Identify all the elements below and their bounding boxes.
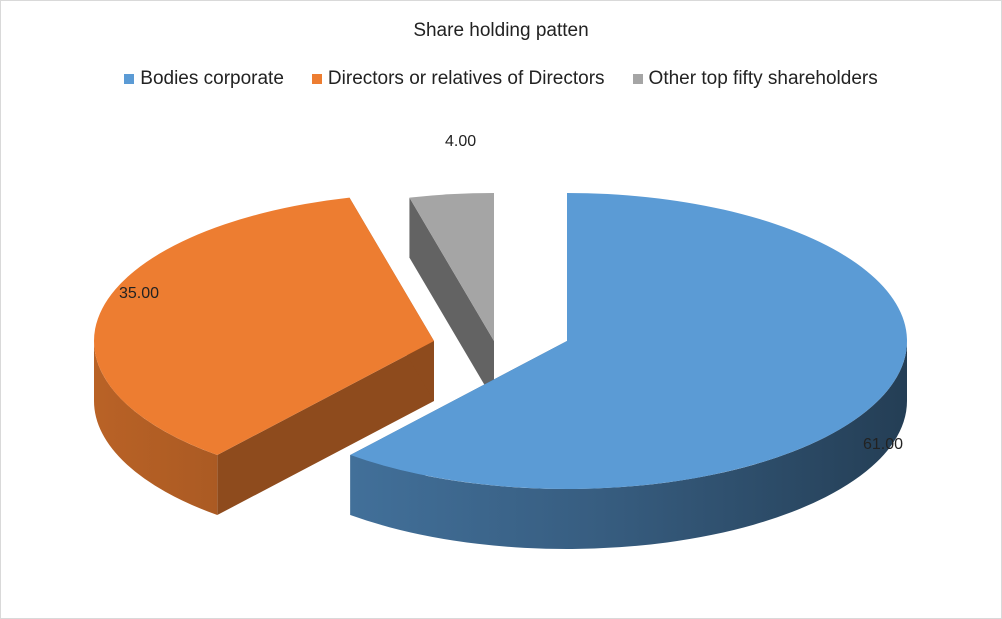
legend-swatch-directors <box>311 74 322 84</box>
data-label-directors: 35.00 <box>119 285 159 302</box>
legend-swatch-bodies-corporate <box>124 74 135 84</box>
slice-cut-face-directors-0 <box>217 341 434 516</box>
legend-item-bodies-corporate: Bodies corporate <box>124 68 284 90</box>
legend: Bodies corporate Directors or relatives … <box>1 68 1001 90</box>
slice-side-directors <box>94 341 218 516</box>
slice-cut-face-other-shareholders-0 <box>409 197 494 401</box>
legend-label-directors: Directors or relatives of Directors <box>327 68 605 89</box>
pie-slice-other-shareholders <box>409 193 494 401</box>
legend-label-other-shareholders: Other top fifty shareholders <box>648 68 878 89</box>
pie-slice-bodies-corporate <box>350 193 908 549</box>
legend-swatch-other-shareholders <box>632 74 643 84</box>
pie-slice-directors <box>93 197 434 516</box>
slice-top-bodies-corporate <box>350 193 908 490</box>
legend-label-bodies-corporate: Bodies corporate <box>140 68 284 89</box>
data-label-bodies-corporate: 61.00 <box>863 436 903 453</box>
chart-title: Share holding patten <box>413 20 589 41</box>
slice-top-directors <box>93 197 434 456</box>
slice-side-bodies-corporate <box>350 341 908 549</box>
legend-item-other-shareholders: Other top fifty shareholders <box>632 68 878 90</box>
legend-item-directors: Directors or relatives of Directors <box>311 68 605 90</box>
data-label-other-shareholders: 4.00 <box>445 133 476 150</box>
slice-top-other-shareholders <box>409 193 494 341</box>
